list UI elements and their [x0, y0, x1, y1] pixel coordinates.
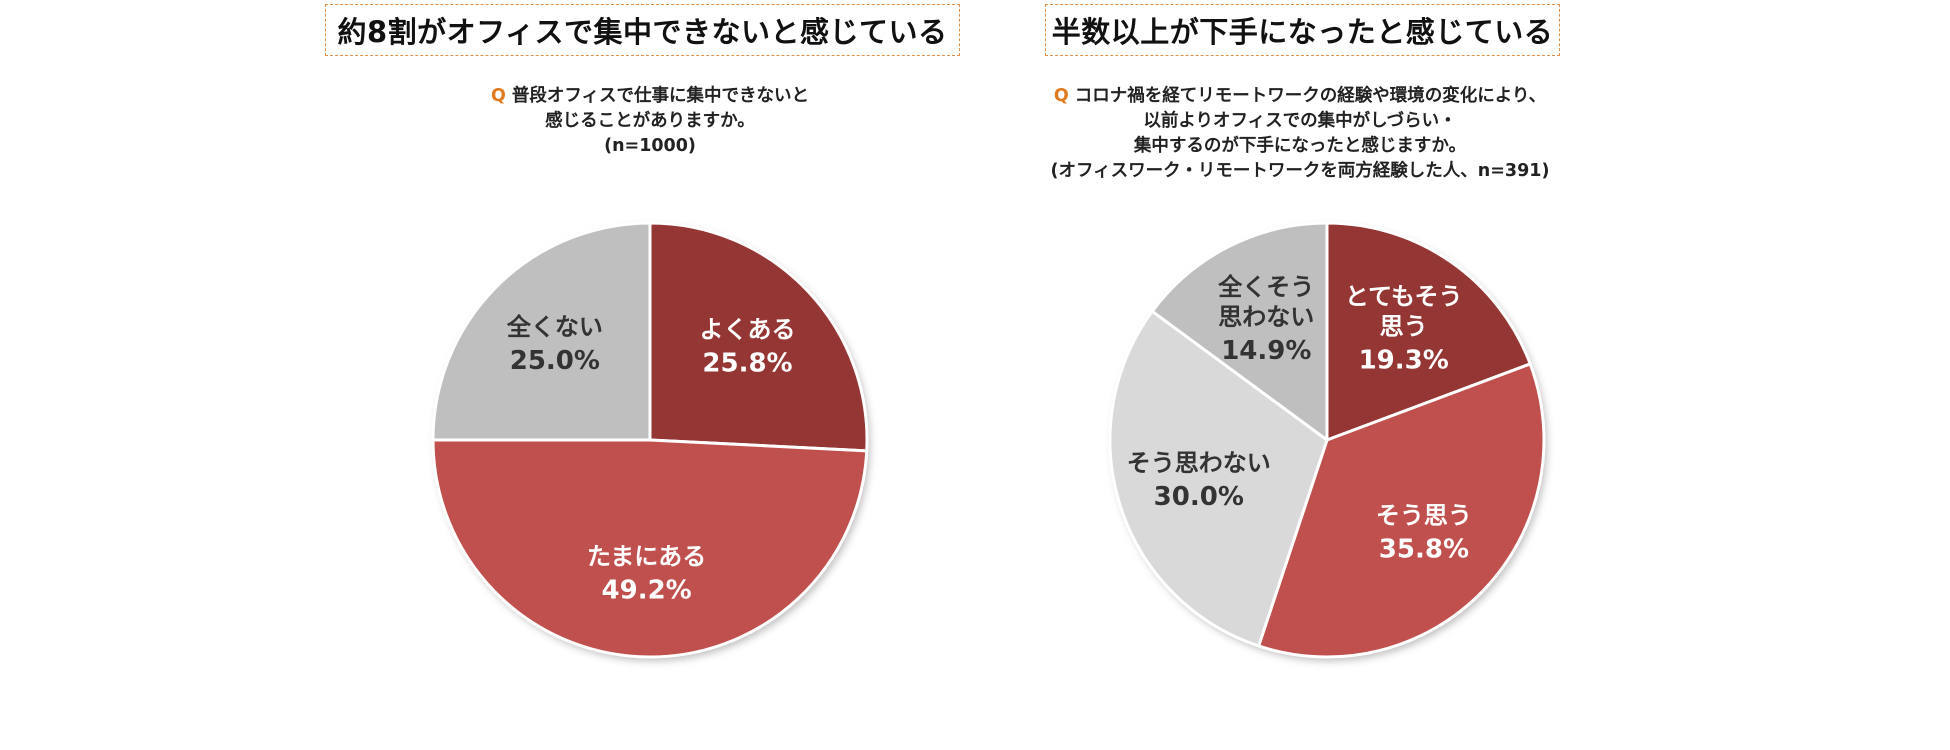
- slice-label: 思わない: [1218, 303, 1314, 331]
- question-line-text: 普段オフィスで仕事に集中できないと: [511, 86, 810, 106]
- question-text: Q 普段オフィスで仕事に集中できないと 感じることがありますか。 (n=1000): [400, 84, 900, 159]
- slice-label: 全くない: [506, 313, 603, 341]
- pie-slice: [1325, 221, 1532, 442]
- slice-label: 思う: [1380, 312, 1428, 340]
- sample-size: (n=1000): [604, 136, 696, 156]
- slice-value-label: 30.0%: [1154, 482, 1244, 512]
- pie-slice: [431, 438, 869, 659]
- question-line: Q 普段オフィスで仕事に集中できないと: [400, 84, 900, 109]
- question-line: 集中するのが下手になったと感じますか。: [1133, 136, 1467, 156]
- pie-slice: [1257, 362, 1546, 659]
- question-mark: Q: [490, 86, 506, 106]
- slice-label: よくある: [699, 315, 795, 343]
- question-mark: Q: [1053, 86, 1069, 106]
- slice-value-label: 49.2%: [602, 575, 692, 605]
- chart-panel-office-focus: 約8割がオフィスで集中できないと感じている Q 普段オフィスで仕事に集中できないと…: [325, 4, 960, 659]
- pie-slice: [431, 221, 652, 442]
- pie-slice: [1150, 221, 1329, 442]
- slice-value-label: 25.0%: [510, 346, 600, 376]
- slice-value-label: 14.9%: [1221, 336, 1311, 366]
- pie-chart-office-focus: よくある 25.8% たまにある 49.2% 全くない 25.0%: [431, 221, 869, 659]
- slice-value-label: 19.3%: [1359, 345, 1449, 375]
- pie-slice: [648, 221, 869, 453]
- question-line: 感じることがありますか。: [545, 111, 755, 131]
- question-line: 以前よりオフィスでの集中がしづらい・: [1143, 111, 1457, 131]
- slice-label: たまにある: [587, 542, 706, 570]
- chart-panel-focus-decline: 半数以上が下手になったと感じている Q コロナ禍を経てリモートワークの経験や環境の…: [975, 0, 1950, 750]
- slice-label: そう思う: [1376, 501, 1472, 529]
- slice-label: そう思わない: [1127, 449, 1271, 477]
- chart-title: 約8割がオフィスで集中できないと感じている: [325, 4, 960, 56]
- question-text: Q コロナ禍を経てリモートワークの経験や環境の変化により、 以前よりオフィスでの集…: [995, 84, 1605, 184]
- question-line: Q コロナ禍を経てリモートワークの経験や環境の変化により、: [995, 84, 1605, 109]
- question-line-text: コロナ禍を経てリモートワークの経験や環境の変化により、: [1074, 86, 1547, 106]
- pie-slice: [1108, 309, 1329, 648]
- slice-value-label: 35.8%: [1379, 534, 1469, 564]
- slice-value-label: 25.8%: [702, 348, 792, 378]
- sample-size: (オフィスワーク・リモートワークを両方経験した人、n=391): [1050, 161, 1550, 181]
- slice-label: 全くそう: [1217, 273, 1314, 301]
- slice-label: とてもそう: [1345, 282, 1463, 310]
- chart-title: 半数以上が下手になったと感じている: [1045, 4, 1560, 56]
